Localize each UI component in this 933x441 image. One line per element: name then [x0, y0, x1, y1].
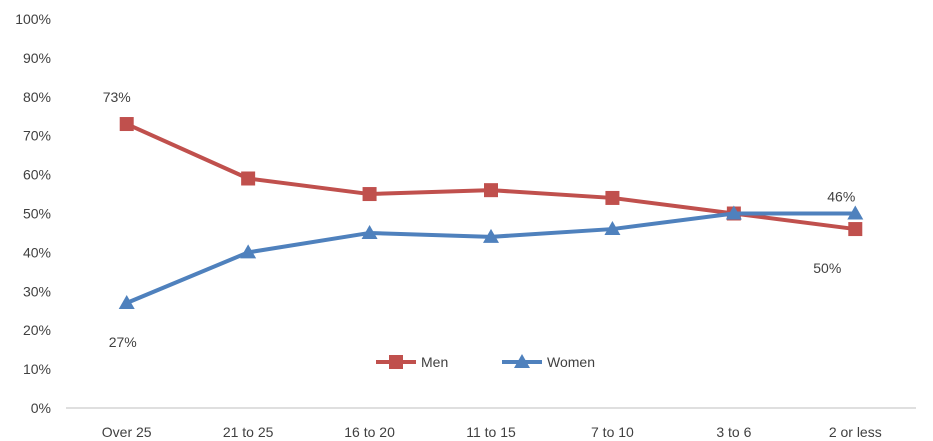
y-axis-ticks: 0% 10% 20% 30% 40% 50% 60% 70% 80% 90% 100% [15, 11, 51, 416]
women-point [240, 244, 257, 259]
data-labels: 73% 27% 46% 50% [103, 89, 856, 350]
women-point [118, 294, 135, 309]
men-point [605, 190, 620, 205]
women-point [725, 205, 742, 220]
y-tick-label: 20% [23, 322, 51, 338]
series-women [118, 205, 864, 309]
women-point [361, 224, 378, 239]
x-axis-ticks: Over 25 21 to 25 16 to 20 11 to 15 7 to 10 3 … [102, 424, 882, 440]
x-tick-label: 2 or less [829, 424, 882, 440]
men-point [484, 183, 498, 198]
data-label: 27% [109, 334, 137, 350]
x-tick-label: 21 to 25 [223, 424, 274, 440]
x-tick-label: 11 to 15 [466, 424, 516, 440]
women-point [483, 228, 499, 243]
x-tick-label: Over 25 [102, 424, 152, 440]
series-men [119, 117, 863, 237]
women-point [847, 205, 864, 220]
x-tick-label: 3 to 6 [716, 424, 751, 440]
y-tick-label: 30% [23, 283, 51, 299]
y-tick-label: 50% [23, 206, 51, 222]
legend-marker-women [514, 354, 530, 368]
women-point [604, 221, 621, 236]
men-point [362, 187, 377, 202]
men-point [848, 222, 863, 237]
legend-label: Women [547, 354, 595, 370]
men-point [241, 171, 256, 186]
y-tick-label: 80% [23, 89, 51, 105]
x-tick-label: 7 to 10 [591, 424, 634, 440]
series-line-women [124, 211, 858, 305]
x-tick-label: 16 to 20 [344, 424, 395, 440]
legend-item-women: Women [502, 354, 595, 370]
y-tick-label: 0% [31, 400, 51, 416]
legend: Men Women [376, 354, 595, 370]
y-tick-label: 100% [15, 11, 51, 27]
y-tick-label: 10% [23, 361, 51, 377]
y-tick-label: 60% [23, 167, 51, 183]
legend-label: Men [421, 354, 448, 370]
men-point [119, 117, 134, 132]
legend-item-men: Men [376, 354, 448, 370]
y-tick-label: 70% [23, 128, 51, 144]
y-tick-label: 90% [23, 50, 51, 66]
data-label: 50% [813, 260, 841, 276]
data-label: 73% [103, 89, 131, 105]
y-tick-label: 40% [23, 244, 51, 260]
data-label: 46% [827, 189, 855, 205]
legend-marker-men [389, 355, 403, 369]
series-layer [118, 117, 864, 309]
